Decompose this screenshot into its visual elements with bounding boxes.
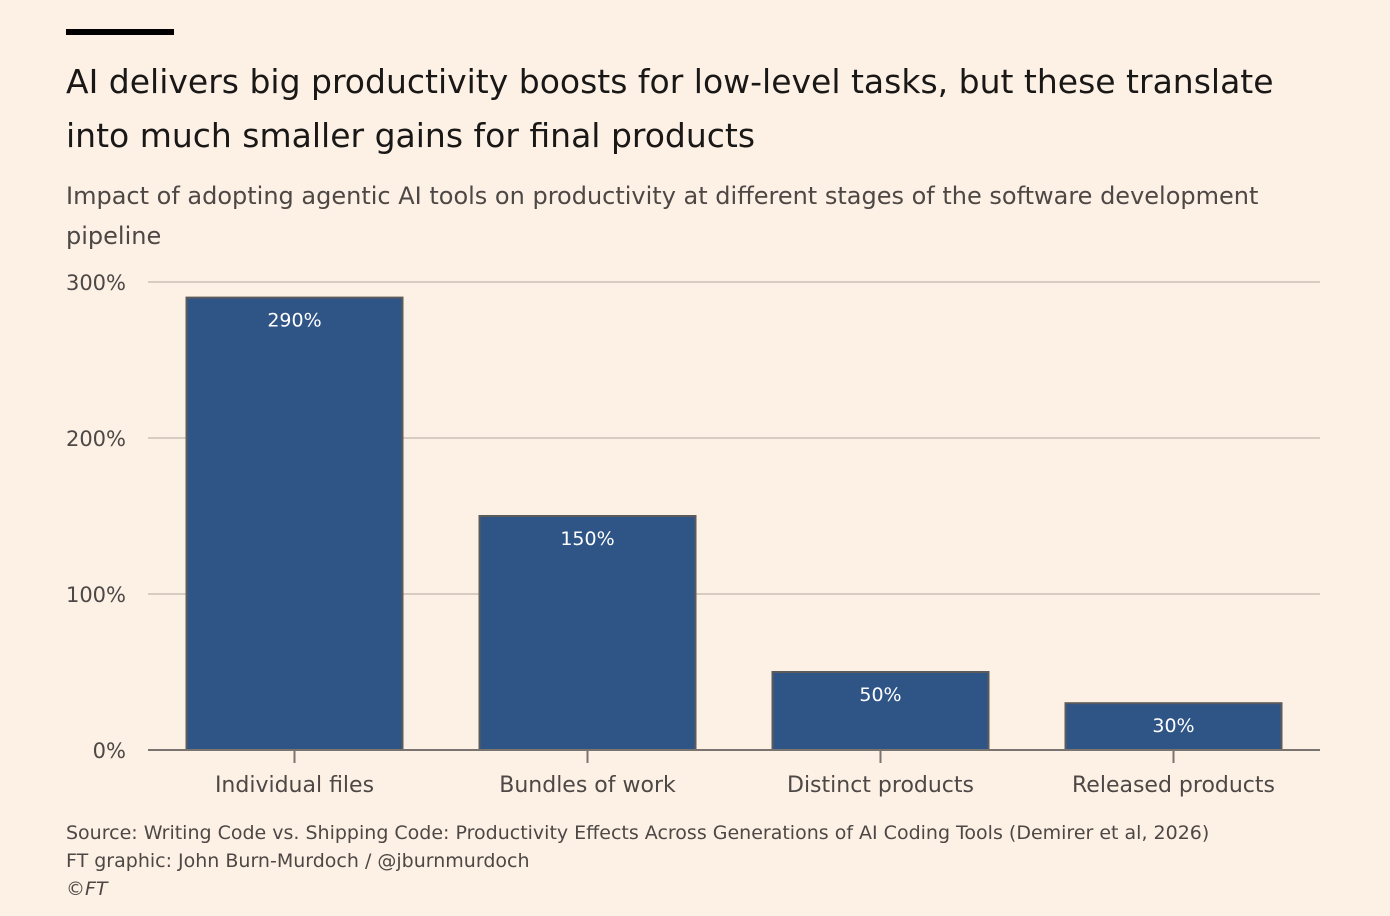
y-tick-label: 300% bbox=[66, 271, 126, 295]
bars: 290% 150% 50% 30% bbox=[185, 296, 1283, 752]
y-axis-ticks: 0% 100% 200% 300% bbox=[66, 271, 126, 763]
x-tick-label: Released products bbox=[1072, 773, 1275, 798]
graphic-credit: FT graphic: John Burn-Murdoch / @jburnmu… bbox=[66, 850, 530, 872]
x-tick-label: Bundles of work bbox=[499, 773, 676, 798]
x-tick-label: Individual files bbox=[215, 773, 374, 798]
brand-top-bar bbox=[66, 29, 174, 35]
source-note: Source: Writing Code vs. Shipping Code: … bbox=[66, 822, 1210, 844]
copyright-note: ©FT bbox=[66, 878, 108, 900]
x-axis: Individual files Bundles of work Distinct … bbox=[148, 749, 1320, 798]
chart-footer: Source: Writing Code vs. Shipping Code: … bbox=[66, 819, 1209, 903]
chart-subtitle: Impact of adopting agentic AI tools on p… bbox=[66, 182, 1259, 250]
bar bbox=[185, 296, 404, 751]
bar bbox=[1064, 702, 1283, 752]
y-tick-label: 100% bbox=[66, 583, 126, 607]
bar bbox=[771, 671, 990, 751]
bar-value-label: 290% bbox=[267, 310, 321, 332]
chart-title: AI delivers big productivity boosts for … bbox=[66, 62, 1274, 155]
y-tick-label: 200% bbox=[66, 427, 126, 451]
bar-value-label: 150% bbox=[560, 528, 614, 550]
x-tick-label: Distinct products bbox=[787, 773, 974, 798]
bar-chart: 0% 100% 200% 300% 290% 150% 50% 30% Individual… bbox=[66, 271, 1320, 798]
y-tick-label: 0% bbox=[93, 739, 126, 763]
bar bbox=[478, 515, 697, 751]
bar-value-label: 50% bbox=[859, 684, 901, 706]
bar-value-label: 30% bbox=[1152, 715, 1194, 737]
